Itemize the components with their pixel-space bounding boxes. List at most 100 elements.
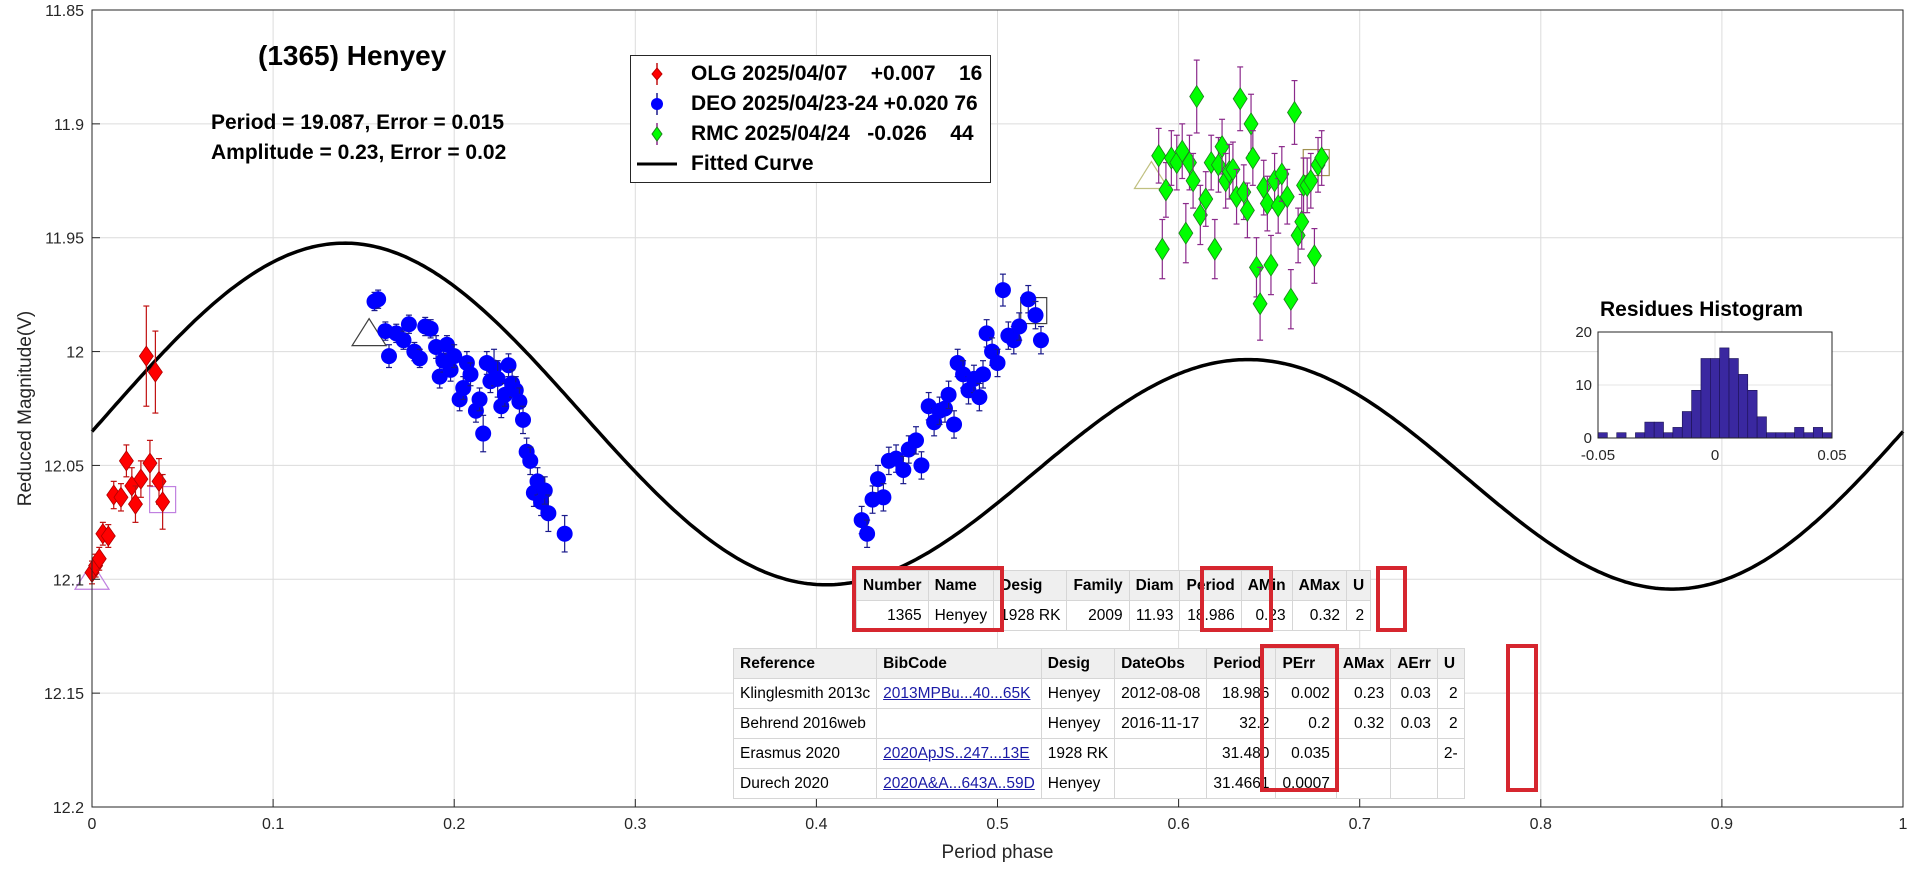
histogram-bar [1728,358,1739,439]
marker-triangle [1133,160,1170,190]
reference-header-cell: AErr [1390,648,1438,679]
histogram-bar [1822,432,1833,439]
x-tick-label: 0.9 [1711,816,1733,833]
series-olg [84,305,171,585]
histogram-x-tick-label: 0.05 [1817,447,1846,464]
diamond-marker-icon [637,59,677,89]
reference-header-cell: DateObs [1114,648,1208,679]
data-point [489,370,506,387]
data-point [100,525,116,547]
data-point [1243,112,1259,136]
data-point [1252,292,1268,316]
histogram-bar [1794,427,1805,439]
bibcode-link[interactable] [876,708,1042,739]
summary-row: 1365 Henyey 1928 RK 2009 11.93 18.986 0.… [856,600,1372,631]
histogram-frame [1597,331,1833,439]
reference-cell [1114,738,1208,769]
data-point [1294,210,1310,234]
legend: OLG 2025/04/07 +0.007 16 DEO 2025/04/23-… [630,55,992,183]
histogram-bar [1719,347,1730,439]
data-point [400,316,417,333]
legend-row-deo: DEO 2025/04/23-24 +0.020 76 [637,89,982,119]
summary-cell: 11.93 [1128,600,1181,631]
histogram-y-tick-label: 0 [1584,430,1592,447]
data-point [395,332,412,349]
histogram-bar [1766,432,1777,439]
histogram-bar [1597,432,1608,439]
reference-cell [1114,768,1208,799]
data-point [1181,150,1197,175]
data-point [1178,221,1194,245]
period-info: Period = 19.087, Error = 0.015 Amplitude… [211,108,506,168]
bibcode-link[interactable]: 2013MPBu...40...65K [876,678,1042,709]
reference-cell: 2- [1436,738,1465,769]
bibcode-link[interactable]: 2020ApJS..247...13E [876,738,1042,769]
data-points-layer [84,59,1330,585]
data-point [1245,146,1261,170]
histogram-bar [1653,421,1664,439]
data-point [1263,253,1279,277]
histogram-bar [1681,411,1692,439]
reference-cell: Henyey [1040,768,1116,799]
histogram-bar [1672,427,1683,439]
summary-cell: 1365 [856,600,929,631]
reference-cell: 2012-08-08 [1114,678,1208,709]
reference-header-cell: U [1436,648,1465,679]
data-point [113,486,129,509]
x-tick-label: 0.5 [986,816,1008,833]
data-point [1214,134,1230,159]
histogram-bar [1644,421,1655,439]
legend-row-olg: OLG 2025/04/07 +0.007 16 [637,59,982,89]
legend-olg-offset: +0.007 [870,62,936,85]
reference-cell: 31.480 [1206,738,1277,769]
data-point [142,452,158,474]
summary-header-cell: Diam [1128,570,1181,601]
reference-table: Reference BibCode Desig DateObs Period P… [732,648,1465,799]
reference-row: Behrend 2016web Henyey 2016-11-17 32.2 0… [732,708,1465,739]
plot-axes: 0 0.1 0.2 0.3 0.4 0.5 0.6 0.7 0.8 0.9 1 11.85 11.9 11… [15,3,1908,863]
data-point [1232,87,1248,111]
x-tick-label: 0.2 [443,816,465,833]
histogram-bar [1812,427,1823,439]
y-tick-label: 11.95 [45,231,84,248]
summary-header-cell: Desig [993,570,1068,601]
bibcode-link[interactable]: 2020A&A...643A..59D [876,768,1042,799]
data-point [1236,180,1252,204]
data-point [859,525,876,542]
data-point [1198,187,1214,211]
histogram-x-tick-label: 0 [1711,447,1719,464]
reference-cell: Behrend 2016web [732,708,878,739]
legend-rmc-date: 2025/04/24 [744,122,850,145]
data-point [522,452,539,469]
data-point [381,348,398,365]
data-point [971,389,988,406]
y-tick-label: 12.1 [53,572,84,589]
reference-cell: 0.03 [1390,678,1438,709]
data-point [989,354,1006,371]
reference-cell [1390,768,1438,799]
data-point [471,391,488,408]
summary-header-cell: AMax [1291,570,1347,601]
data-point [1314,146,1330,170]
reference-row: Klinglesmith 2013c 2013MPBu...40...65K H… [732,678,1465,709]
axes-frame [91,9,1904,808]
reference-cell: 31.4661 [1206,768,1277,799]
legend-olg-name: OLG [691,62,737,85]
histogram-bar [1775,432,1786,439]
y-tick-label: 11.85 [45,3,84,20]
reference-cell: 2016-11-17 [1114,708,1208,739]
legend-deo-name: DEO [691,92,737,115]
legend-row-rmc: RMC 2025/04/24 -0.026 44 [637,119,982,149]
data-point [1239,198,1255,223]
y-tick-label: 12.05 [44,458,84,475]
data-point [446,348,463,365]
series-deo [366,273,1049,553]
data-point [1151,143,1167,168]
reference-cell: Durech 2020 [732,768,878,799]
reference-cell [1390,738,1438,769]
reference-cell: 18.986 [1206,678,1277,709]
histogram-bar [1700,358,1711,439]
reference-cell: Erasmus 2020 [732,738,878,769]
data-point [853,512,870,529]
data-point [422,320,439,337]
